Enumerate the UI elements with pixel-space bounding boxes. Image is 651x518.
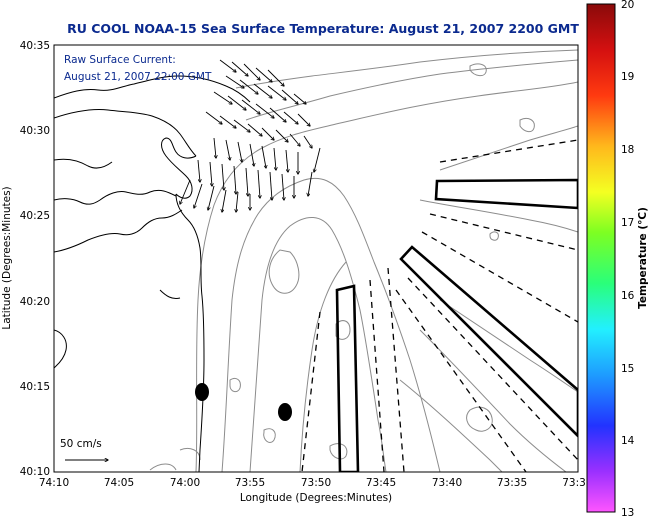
y-tick-label: 40:20 <box>20 296 50 308</box>
x-tick-label: 73:35 <box>497 477 527 489</box>
coastline <box>54 75 251 472</box>
colorbar-tick: 15 <box>621 363 634 375</box>
shipping-lanes <box>335 178 578 472</box>
colorbar-tick: 13 <box>621 507 634 518</box>
colorbar: 20 19 18 17 16 15 14 13 Temperature (°C) <box>586 0 649 518</box>
x-tick-label: 73:55 <box>235 477 265 489</box>
x-tick-label: 73:40 <box>432 477 462 489</box>
y-axis: 40:35 40:30 40:25 40:20 40:15 40:10 Lati… <box>1 40 50 478</box>
colorbar-tick: 19 <box>621 71 634 83</box>
y-tick-label: 40:25 <box>20 210 50 222</box>
y-tick-label: 40:30 <box>20 125 50 137</box>
colorbar-tick: 14 <box>621 435 635 447</box>
y-tick-label: 40:35 <box>20 40 50 52</box>
x-axis: 74:10 74:05 74:00 73:55 73:50 73:45 73:4… <box>39 477 586 504</box>
x-tick-label: 74:00 <box>170 477 200 489</box>
colorbar-tick: 17 <box>621 217 634 229</box>
surface-current-vectors <box>180 59 321 212</box>
disposal-site-marker-b <box>278 403 292 421</box>
x-tick-label: 73:45 <box>366 477 396 489</box>
x-tick-label: 74:05 <box>104 477 134 489</box>
colorbar-scale <box>586 3 616 513</box>
map-frame <box>53 44 579 473</box>
x-tick-label: 74:10 <box>39 477 69 489</box>
y-axis-label: Latitude (Degrees:Minutes) <box>1 186 13 329</box>
x-tick-label: 73:3 <box>562 477 586 489</box>
map-area <box>54 45 578 472</box>
colorbar-tick: 18 <box>621 144 634 156</box>
y-tick-label: 40:10 <box>20 466 50 478</box>
scale-label: 50 cm/s <box>60 438 102 450</box>
x-axis-label: Longitude (Degrees:Minutes) <box>240 492 392 504</box>
chart-title: RU COOL NOAA-15 Sea Surface Temperature:… <box>67 21 579 36</box>
lane-dashed-boundaries <box>301 139 578 472</box>
disposal-site-marker-a <box>195 383 209 401</box>
annotation-line-2: August 21, 2007 22:00 GMT <box>64 71 212 83</box>
x-tick-label: 73:50 <box>301 477 331 489</box>
colorbar-tick: 16 <box>621 290 635 302</box>
annotation-line-1: Raw Surface Current: <box>64 54 176 66</box>
colorbar-tick: 20 <box>621 0 634 11</box>
y-tick-label: 40:15 <box>20 381 50 393</box>
colorbar-label: Temperature (°C) <box>637 207 649 309</box>
